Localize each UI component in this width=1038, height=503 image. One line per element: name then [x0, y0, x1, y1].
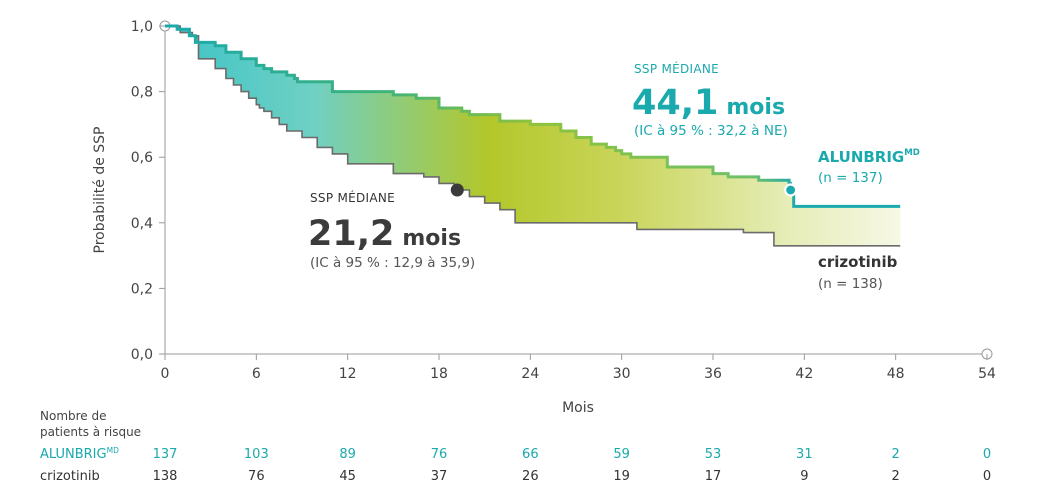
risk-cell-crizotinib: 19 [613, 469, 630, 484]
risk-table-header-line1: Nombre de [40, 409, 107, 423]
y-tick-label: 0,2 [131, 281, 153, 297]
alunbrig-median-number: 44,1 [632, 83, 718, 123]
x-tick-label: 0 [161, 366, 170, 382]
y-tick-label: 0,8 [131, 85, 153, 101]
risk-row-crizotinib: 138 76 45 37 26 19 17 9 2 0 [153, 469, 992, 484]
x-tick-label: 36 [704, 366, 722, 382]
risk-cell-alunbrig: 66 [522, 447, 539, 462]
crizotinib-median-unit: mois [402, 226, 461, 251]
crizotinib-median-number: 21,2 [308, 214, 394, 254]
crizotinib-median-title: SSP MÉDIANE [310, 190, 395, 205]
x-tick-label: 30 [613, 366, 631, 382]
x-tick-label: 12 [339, 366, 357, 382]
risk-row-alunbrig: 137 103 89 76 66 59 53 31 2 0 [153, 447, 992, 462]
risk-table-header-line2: patients à risque [40, 425, 141, 439]
risk-row-label-alunbrig: ALUNBRIGMD [40, 446, 119, 462]
legend-label-alunbrig: ALUNBRIGMD [818, 148, 920, 166]
legend-n-alunbrig: (n = 137) [818, 170, 883, 186]
median-marker-alunbrig [784, 183, 798, 197]
x-tick-label: 42 [795, 366, 813, 382]
x-tick-label: 48 [887, 366, 905, 382]
median-marker-crizotinib [450, 183, 464, 197]
risk-cell-alunbrig: 59 [613, 447, 630, 462]
legend-label-crizotinib: crizotinib [818, 253, 898, 271]
y-tick-label: 0,0 [131, 347, 153, 363]
crizotinib-median-value: 21,2 mois [308, 214, 461, 254]
risk-cell-crizotinib: 76 [248, 469, 265, 484]
risk-cell-alunbrig: 103 [244, 447, 269, 462]
risk-row-label-crizotinib: crizotinib [40, 469, 100, 484]
alunbrig-median-title: SSP MÉDIANE [634, 61, 719, 76]
risk-cell-crizotinib: 26 [522, 469, 539, 484]
y-tick-label: 0,6 [131, 150, 153, 166]
x-axis-title: Mois [562, 400, 594, 416]
difference-area [165, 26, 901, 246]
risk-cell-alunbrig: 31 [796, 447, 813, 462]
risk-cell-crizotinib: 37 [431, 469, 448, 484]
risk-cell-crizotinib: 0 [983, 469, 991, 484]
x-tick-labels: 0 6 12 18 24 30 36 42 48 54 [161, 354, 996, 382]
risk-cell-alunbrig: 0 [983, 447, 991, 462]
risk-cell-crizotinib: 45 [339, 469, 356, 484]
alunbrig-median-value: 44,1 mois [632, 83, 785, 123]
risk-cell-crizotinib: 138 [153, 469, 178, 484]
risk-cell-alunbrig: 76 [431, 447, 448, 462]
risk-cell-alunbrig: 2 [892, 447, 900, 462]
x-tick-label: 54 [978, 366, 996, 382]
alunbrig-median-unit: mois [726, 95, 785, 120]
y-tick-label: 1,0 [131, 19, 153, 35]
risk-cell-alunbrig: 89 [339, 447, 356, 462]
risk-cell-crizotinib: 2 [892, 469, 900, 484]
x-tick-label: 6 [252, 366, 261, 382]
risk-cell-alunbrig: 137 [153, 447, 178, 462]
crizotinib-median-ci: (IC à 95 % : 12,9 à 35,9) [310, 255, 475, 271]
x-tick-label: 24 [521, 366, 539, 382]
y-tick-label: 0,4 [131, 216, 153, 232]
alunbrig-median-ci: (IC à 95 % : 32,2 à NE) [634, 123, 788, 139]
series-line-crizotinib [165, 25, 901, 247]
risk-cell-alunbrig: 53 [705, 447, 722, 462]
series-line-alunbrig [165, 24, 901, 208]
risk-cell-crizotinib: 9 [800, 469, 808, 484]
y-tick-labels: 0,0 0,2 0,4 0,6 0,8 1,0 [131, 19, 165, 363]
legend-n-crizotinib: (n = 138) [818, 276, 883, 292]
x-tick-label: 18 [430, 366, 448, 382]
risk-cell-crizotinib: 17 [705, 469, 722, 484]
y-axis-title: Probabilité de SSP [92, 127, 108, 254]
